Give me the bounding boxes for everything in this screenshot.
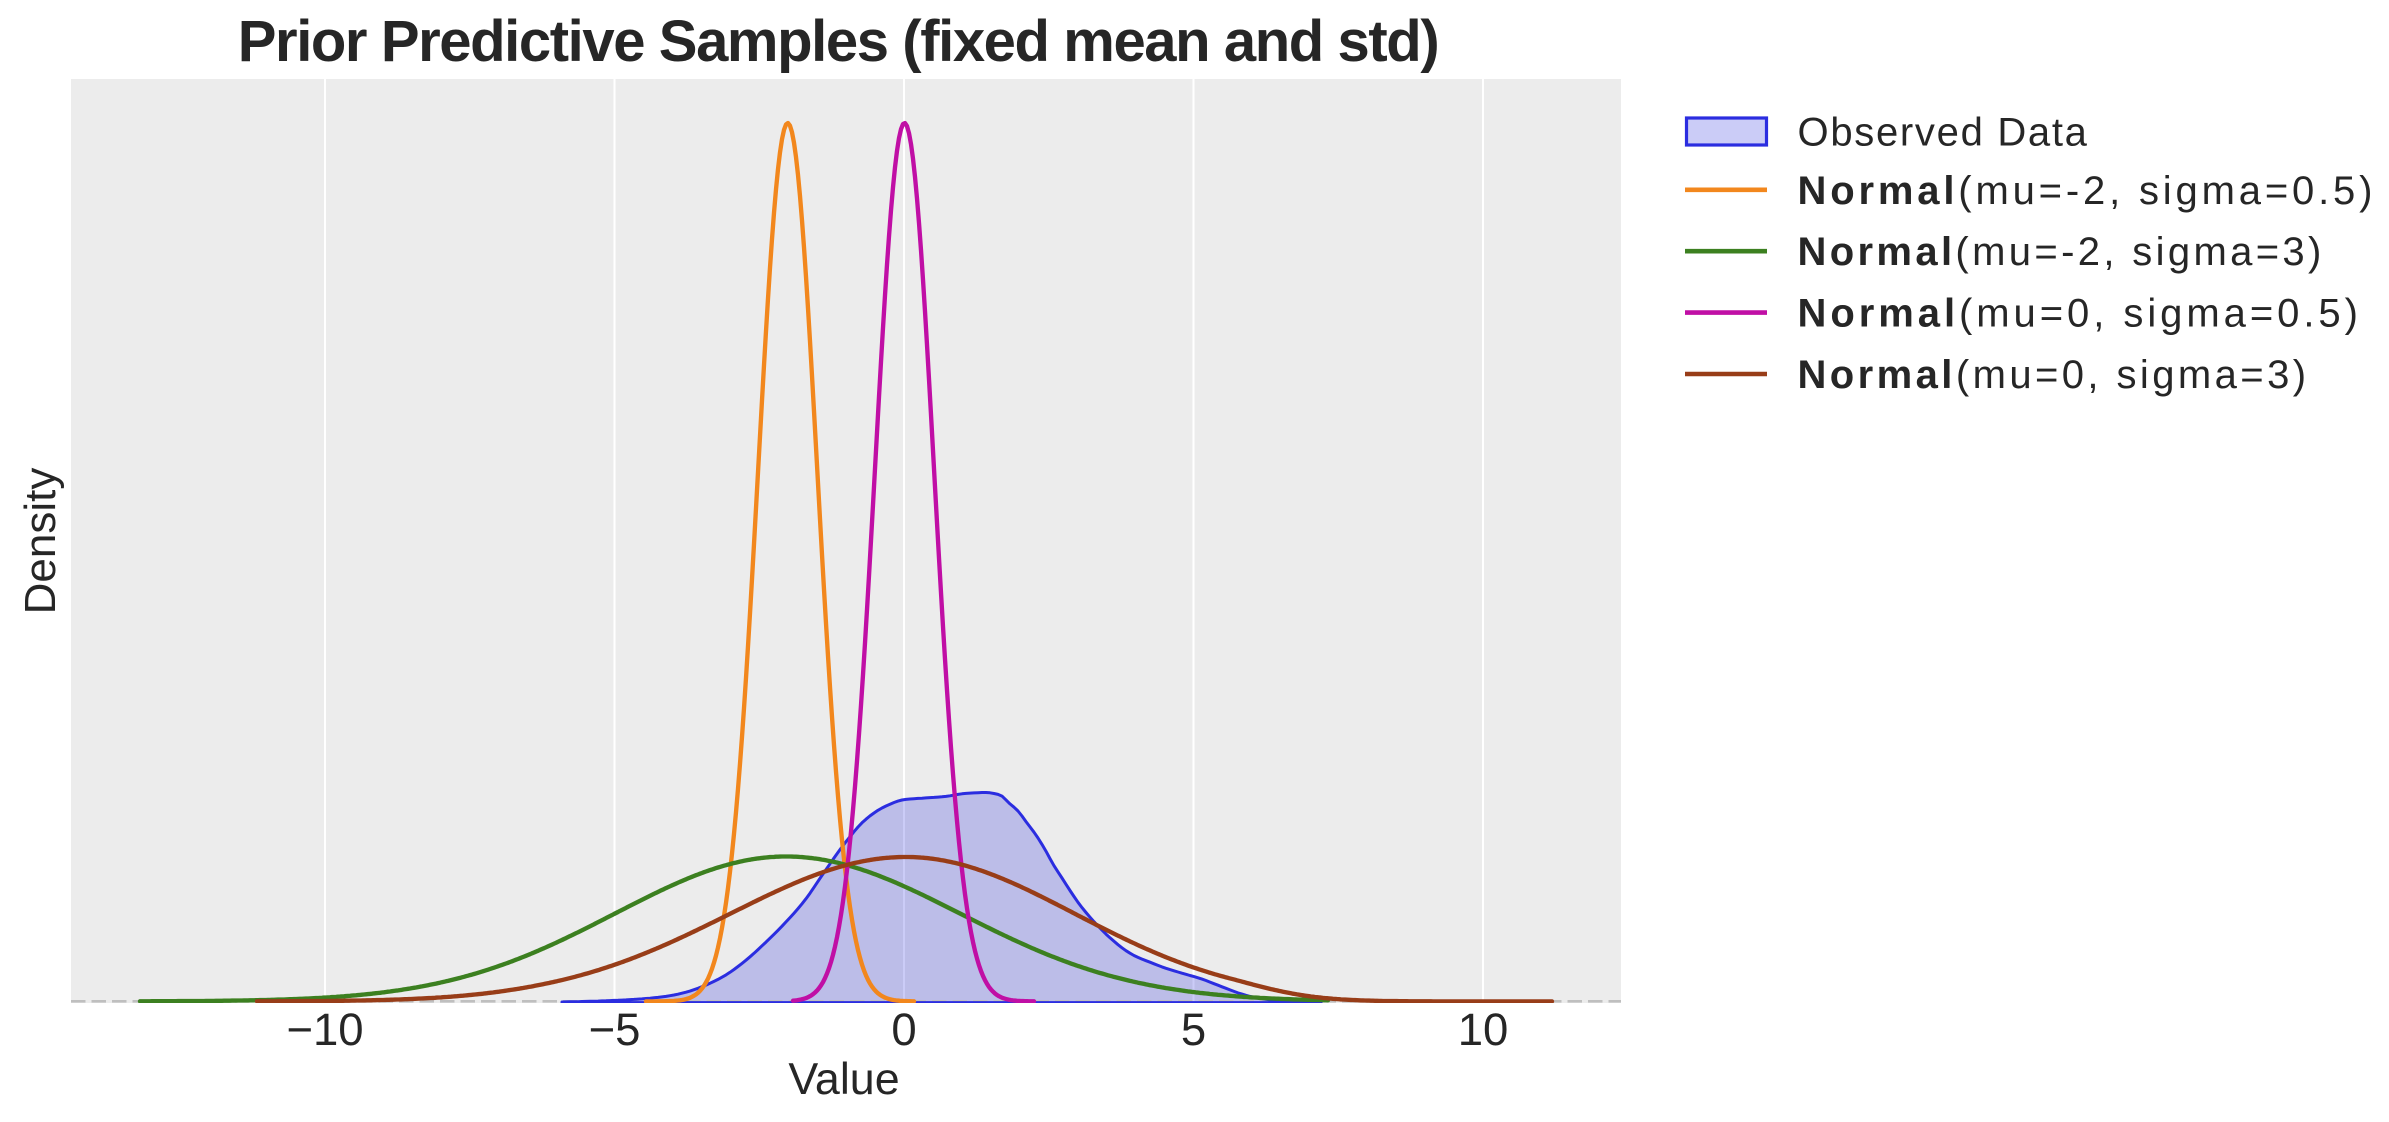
svg-text:Normal(mu=0, sigma=0.5): Normal(mu=0, sigma=0.5) <box>1798 292 2362 336</box>
svg-text:Density: Density <box>16 468 65 615</box>
svg-text:−5: −5 <box>589 1004 641 1055</box>
svg-text:Observed Data: Observed Data <box>1798 111 2089 155</box>
svg-text:5: 5 <box>1181 1004 1206 1055</box>
svg-text:Value: Value <box>788 1054 899 1104</box>
svg-text:Normal(mu=-2, sigma=0.5): Normal(mu=-2, sigma=0.5) <box>1798 169 2377 213</box>
svg-text:0: 0 <box>891 1004 916 1055</box>
svg-text:Normal(mu=-2, sigma=3): Normal(mu=-2, sigma=3) <box>1798 230 2325 274</box>
svg-text:Normal(mu=0, sigma=3): Normal(mu=0, sigma=3) <box>1798 353 2310 397</box>
svg-text:Prior Predictive Samples (fixe: Prior Predictive Samples (fixed mean and… <box>238 9 1439 74</box>
svg-text:−10: −10 <box>286 1004 363 1055</box>
svg-text:10: 10 <box>1458 1004 1509 1055</box>
